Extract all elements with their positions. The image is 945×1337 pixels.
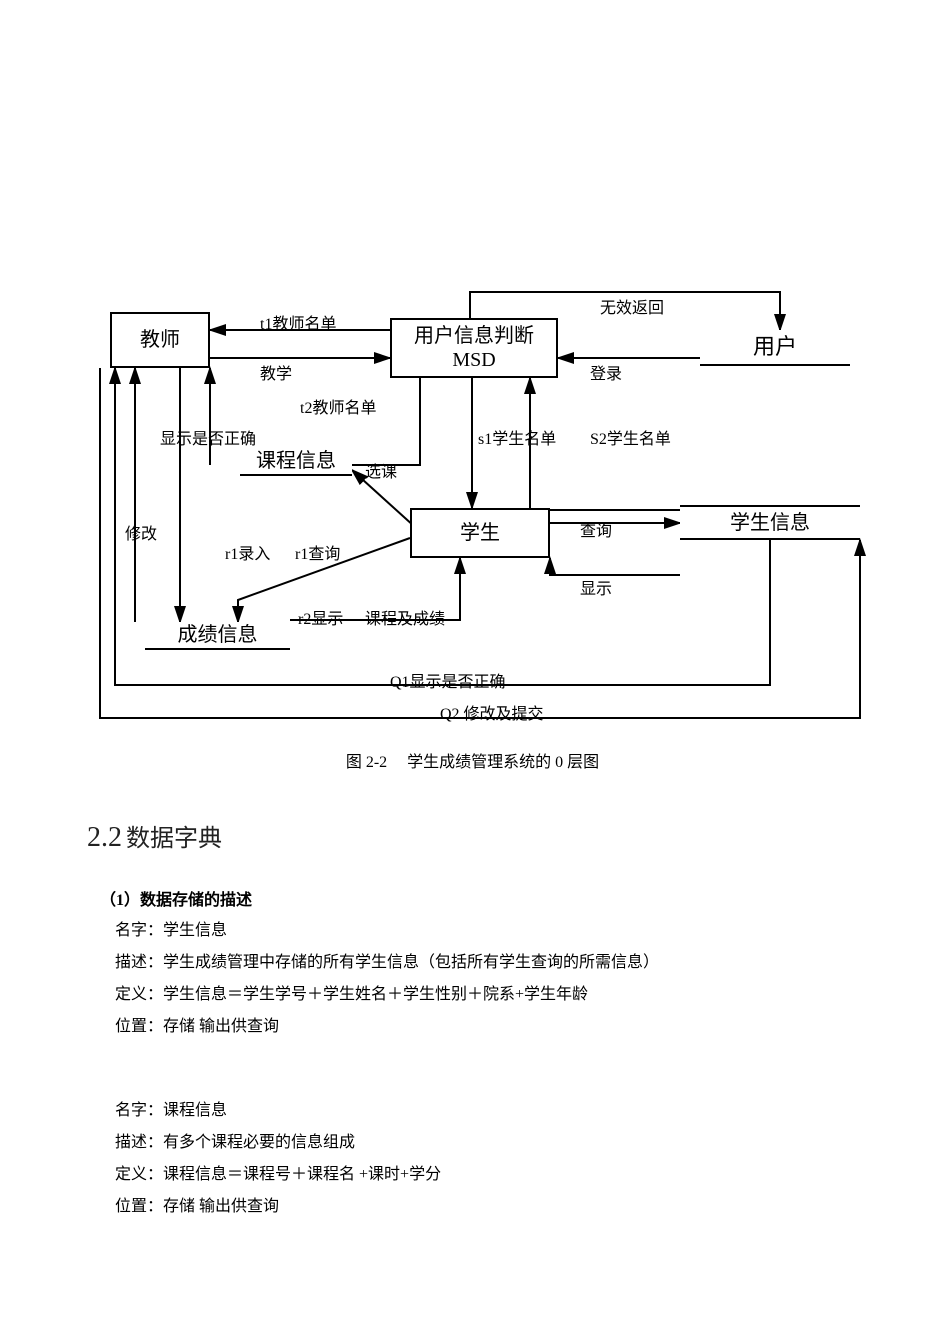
node-student: 学生 xyxy=(410,508,550,558)
dict-entry-2: 名字：课程信息 描述：有多个课程必要的信息组成 定义：课程信息＝课程号＋课程名 … xyxy=(115,1095,845,1223)
edge-label-invalid: 无效返回 xyxy=(600,294,664,318)
edge-label-q1: Q1显示是否正确 xyxy=(390,668,506,692)
section-heading: 2.2 数据字典 xyxy=(87,818,222,854)
document-page: 教师 用户信息判断 MSD 用户 课程信息 学生 学生信息 成绩信息 t1教师名… xyxy=(0,0,945,1337)
node-label-sub: MSD xyxy=(452,348,495,372)
section-title: 数据字典 xyxy=(126,826,222,852)
node-label: 用户 xyxy=(753,334,797,360)
edge-label-r2: r2显示 xyxy=(298,605,343,629)
edge-label-modify: 修改 xyxy=(125,520,157,544)
edge-label-teach: 教学 xyxy=(260,360,292,384)
node-label: 教师 xyxy=(140,328,180,352)
node-student-info: 学生信息 xyxy=(680,505,860,540)
edge-label-query: 查询 xyxy=(580,517,612,541)
node-score-info: 成绩信息 xyxy=(145,622,290,650)
entry1-def: 定义：学生信息＝学生学号＋学生姓名＋学生性别＋院系+学生年龄 xyxy=(115,979,845,1011)
entry2-loc: 位置：存储 输出供查询 xyxy=(115,1191,845,1223)
edge-label-show: 显示 xyxy=(580,575,612,599)
entry2-desc: 描述：有多个课程必要的信息组成 xyxy=(115,1127,845,1159)
entry1-loc: 位置：存储 输出供查询 xyxy=(115,1011,845,1043)
caption-title: 学生成绩管理系统的 0 层图 xyxy=(407,754,599,771)
edge-label-t2: t2教师名单 xyxy=(300,394,376,418)
edge-label-r1-query: r1查询 xyxy=(295,540,340,564)
node-label: 成绩信息 xyxy=(178,623,258,647)
figure-caption: 图 2-2 学生成绩管理系统的 0 层图 xyxy=(0,748,945,772)
dict-heading-text: （1）数据存储的描述 xyxy=(100,892,252,909)
node-label: 学生信息 xyxy=(730,511,810,535)
section-number: 2.2 xyxy=(87,822,122,853)
dfd-diagram: 教师 用户信息判断 MSD 用户 课程信息 学生 学生信息 成绩信息 t1教师名… xyxy=(90,280,880,730)
edge-label-q2: Q2 修改及提交 xyxy=(440,700,544,724)
edge-label-r1-input: r1录入 xyxy=(225,540,270,564)
edge-label-show-correct: 显示是否正确 xyxy=(160,425,256,449)
edge-label-t1: t1教师名单 xyxy=(260,310,336,334)
node-user: 用户 xyxy=(700,330,850,366)
entry1-name: 名字：学生信息 xyxy=(115,915,845,947)
entry2-name: 名字：课程信息 xyxy=(115,1095,845,1127)
edge-label-s1: s1学生名单 xyxy=(478,425,556,449)
node-label: 用户信息判断 xyxy=(414,324,534,348)
dict-entry-1: 名字：学生信息 描述：学生成绩管理中存储的所有学生信息（包括所有学生查询的所需信… xyxy=(115,915,845,1043)
entry2-def: 定义：课程信息＝课程号＋课程名 +课时+学分 xyxy=(115,1159,845,1191)
edge-label-login: 登录 xyxy=(590,360,622,384)
node-user-check: 用户信息判断 MSD xyxy=(390,318,558,378)
node-course-info: 课程信息 xyxy=(240,448,352,476)
edge-label-select: 选课 xyxy=(365,458,397,482)
edge-label-s2: S2学生名单 xyxy=(590,425,671,449)
dict-heading: （1）数据存储的描述 xyxy=(115,885,845,917)
entry1-desc: 描述：学生成绩管理中存储的所有学生信息（包括所有学生查询的所需信息） xyxy=(115,947,845,979)
node-teacher: 教师 xyxy=(110,312,210,368)
caption-prefix: 图 2-2 xyxy=(346,754,387,771)
node-label: 学生 xyxy=(460,521,500,545)
edge-label-course-score: 课程及成绩 xyxy=(365,605,445,629)
node-label: 课程信息 xyxy=(256,449,336,473)
